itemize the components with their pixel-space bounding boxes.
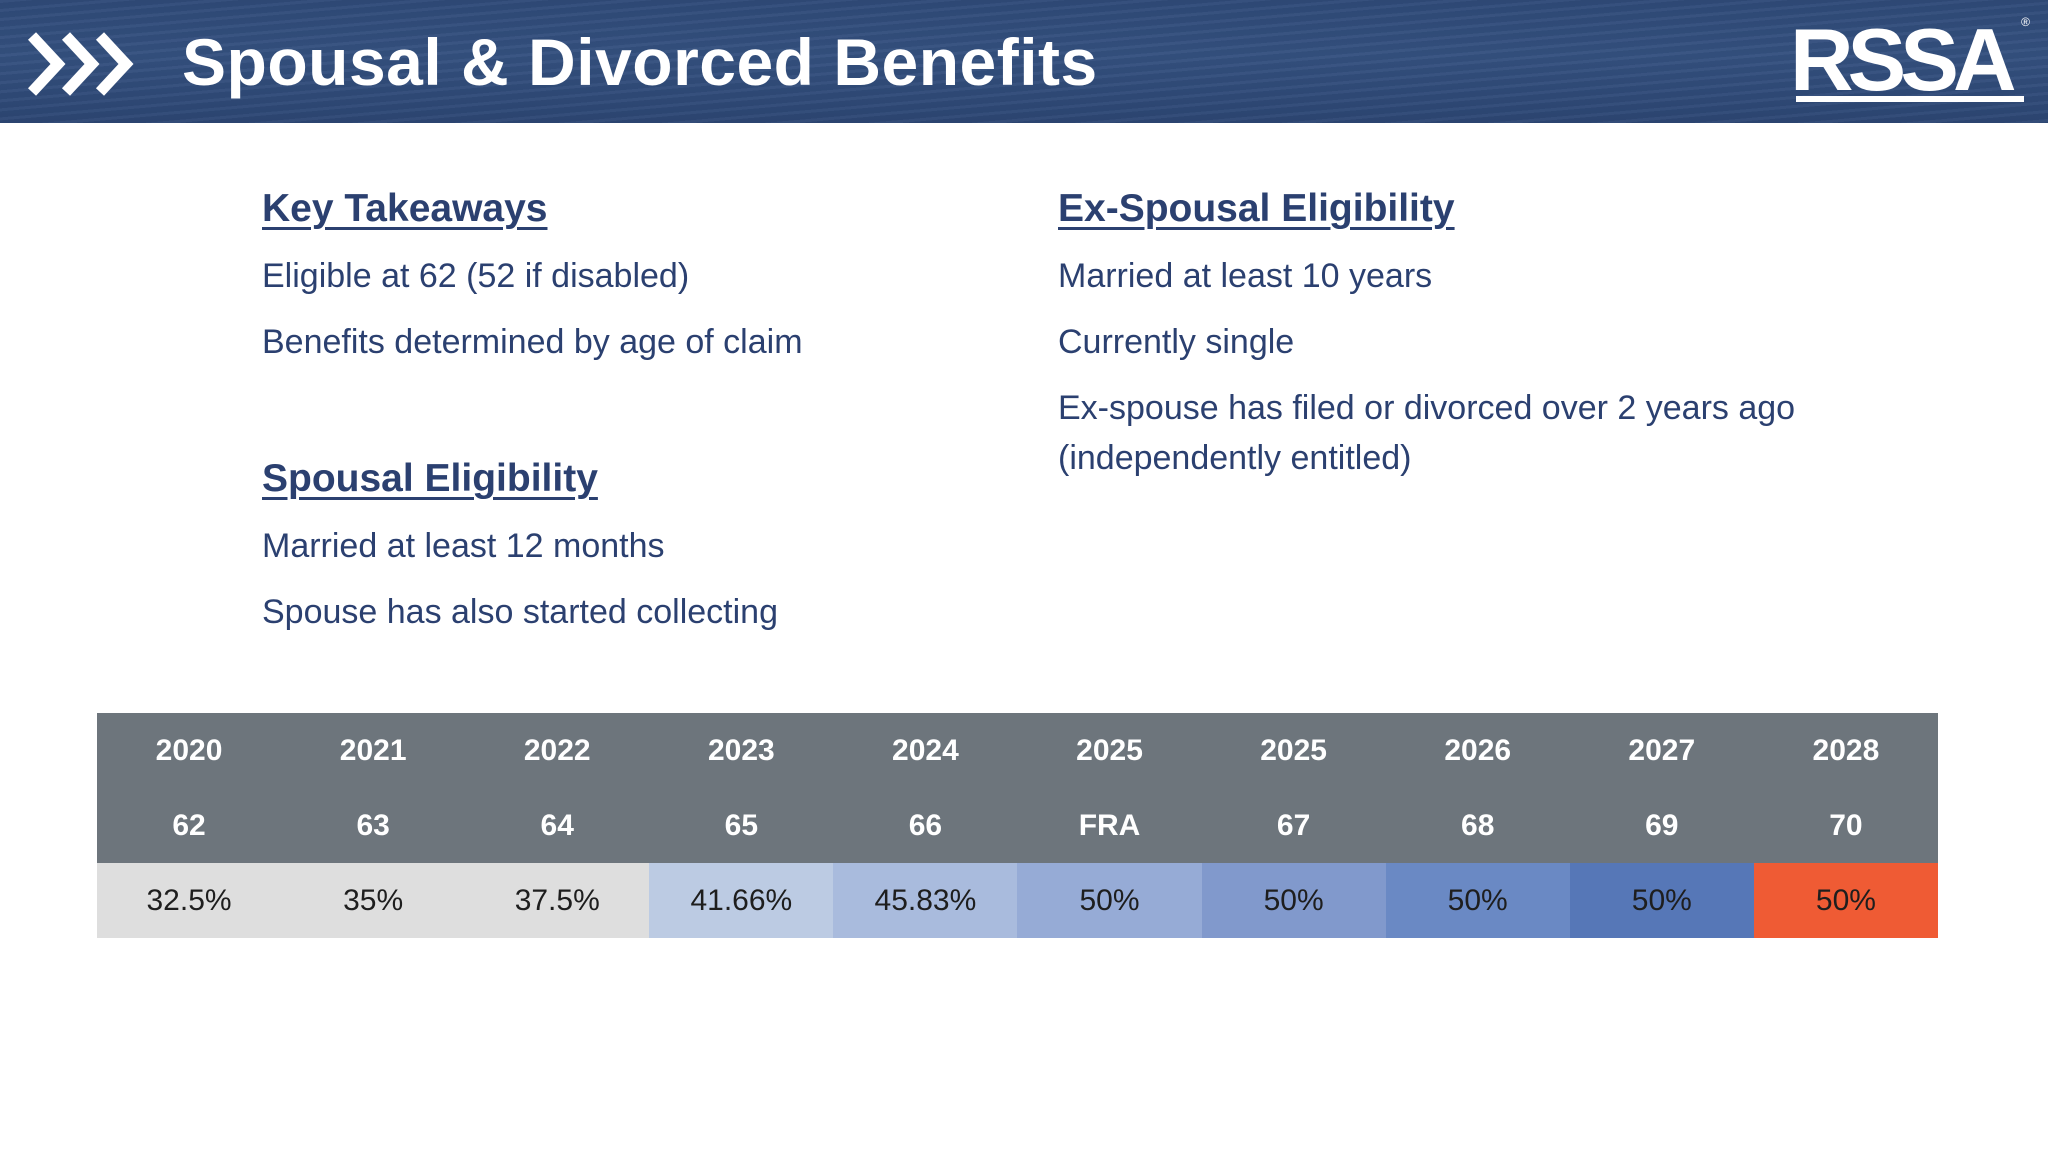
year-cell: 2025 [1017,713,1202,788]
age-cell: 64 [465,788,650,863]
spousal-eligibility-item: Married at least 12 months [262,527,665,565]
percent-cell: 50% [1201,863,1386,938]
age-row: 62 63 64 65 66 FRA 67 68 69 70 [97,788,1938,863]
percent-cell: 37.5% [465,863,650,938]
age-cell: 63 [281,788,466,863]
percent-cell: 50% [1753,863,1938,938]
percent-row: 32.5% 35% 37.5% 41.66% 45.83% 50% 50% 50… [97,863,1938,938]
age-cell: 66 [833,788,1018,863]
header-banner: Spousal & Divorced Benefits RSSA ® [0,0,2048,123]
key-takeaway-item: Benefits determined by age of claim [262,323,803,361]
ex-spousal-eligibility-item: Currently single [1058,323,1295,361]
age-cell: 70 [1753,788,1938,863]
percent-cell: 41.66% [649,863,834,938]
key-takeaways-heading: Key Takeaways [262,187,548,230]
age-cell: FRA [1017,788,1202,863]
year-cell: 2022 [465,713,650,788]
year-cell: 2027 [1569,713,1754,788]
age-cell: 68 [1385,788,1570,863]
year-cell: 2023 [649,713,834,788]
registered-mark: ® [2021,15,2030,29]
chevron-arrows-icon [28,32,134,96]
logo-underline [1796,96,2024,102]
ex-spousal-eligibility-item-continued: (independently entitled) [1058,439,1412,477]
year-cell: 2020 [97,713,282,788]
percent-cell: 50% [1017,863,1202,938]
percent-cell: 50% [1385,863,1570,938]
spousal-eligibility-item: Spouse has also started collecting [262,593,778,631]
year-cell: 2025 [1201,713,1386,788]
spousal-eligibility-heading: Spousal Eligibility [262,457,598,500]
percent-cell: 32.5% [97,863,282,938]
rssa-logo: RSSA ® [1790,14,2030,106]
age-cell: 69 [1569,788,1754,863]
percent-cell: 50% [1569,863,1754,938]
year-cell: 2024 [833,713,1018,788]
ex-spousal-eligibility-item: Married at least 10 years [1058,257,1433,295]
age-cell: 62 [97,788,282,863]
age-cell: 65 [649,788,834,863]
year-cell: 2021 [281,713,466,788]
age-cell: 67 [1201,788,1386,863]
percent-cell: 35% [281,863,466,938]
percent-cell: 45.83% [833,863,1018,938]
ex-spousal-eligibility-heading: Ex-Spousal Eligibility [1058,187,1455,230]
key-takeaway-item: Eligible at 62 (52 if disabled) [262,257,690,295]
spousal-eligibility-section: Spousal Eligibility Married at least 12 … [262,454,778,637]
benefit-percentage-table: 2020 2021 2022 2023 2024 2025 2025 2026 … [97,713,1938,938]
year-cell: 2026 [1385,713,1570,788]
year-cell: 2028 [1753,713,1938,788]
key-takeaways-section: Key Takeaways Eligible at 62 (52 if disa… [262,184,803,367]
ex-spousal-eligibility-item: Ex-spouse has filed or divorced over 2 y… [1058,389,1796,427]
page-title: Spousal & Divorced Benefits [182,25,1098,99]
logo-text: RSSA [1790,10,2016,109]
year-row: 2020 2021 2022 2023 2024 2025 2025 2026 … [97,713,1938,788]
ex-spousal-eligibility-section: Ex-Spousal Eligibility Married at least … [1058,184,1795,483]
